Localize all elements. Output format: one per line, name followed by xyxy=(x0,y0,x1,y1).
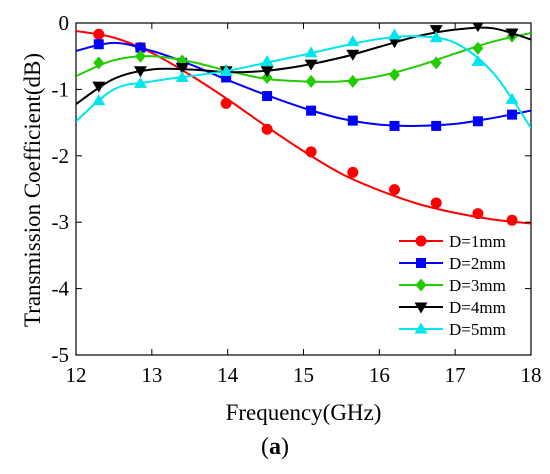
series-3-point xyxy=(389,68,400,82)
series-2-point xyxy=(431,120,442,131)
series-2-point xyxy=(306,105,317,116)
series-4-point xyxy=(175,62,189,74)
series-5-point xyxy=(260,55,274,67)
series-1-point xyxy=(430,197,442,209)
series-3-line xyxy=(76,31,531,83)
series-1-point xyxy=(220,97,232,109)
x-tick-label: 18 xyxy=(521,363,542,387)
series-5-point xyxy=(346,35,360,47)
series-1 xyxy=(76,28,531,226)
series-2-point xyxy=(389,120,400,131)
series-4-point xyxy=(505,28,519,40)
x-tick-label: 15 xyxy=(293,363,314,387)
y-tick-label: -1 xyxy=(52,77,70,101)
series-4-point xyxy=(472,23,484,33)
series-2-point xyxy=(347,115,358,126)
series-3-point xyxy=(93,56,105,70)
legend-label: D=3mm xyxy=(449,276,506,295)
series-3 xyxy=(76,29,531,88)
series-1-point xyxy=(347,166,359,178)
series-1-point xyxy=(506,214,518,226)
series-4-point xyxy=(429,25,443,37)
series-5-line xyxy=(76,35,531,129)
x-tick-label: 14 xyxy=(217,363,239,387)
series-4-point xyxy=(346,49,360,61)
series-5 xyxy=(76,28,531,129)
series-2-line xyxy=(76,41,531,127)
y-tick-label: 0 xyxy=(59,11,70,35)
x-axis-label: Frequency(GHz) xyxy=(226,400,382,425)
series-2-point xyxy=(135,42,146,53)
legend-swatch-marker xyxy=(414,302,428,314)
series-2-point xyxy=(262,91,273,102)
legend: D=1mm D=2mm D=3mm D=4mm D=5mm xyxy=(399,232,506,339)
series-2-point xyxy=(221,72,232,83)
legend-swatch-marker xyxy=(415,235,427,247)
series-4 xyxy=(76,23,531,105)
y-tick-label: -2 xyxy=(52,144,70,168)
x-tick-label: 16 xyxy=(369,363,390,387)
series-4-point xyxy=(133,66,147,78)
series-layer xyxy=(76,23,531,226)
series-5-point xyxy=(175,70,189,82)
legend-swatch-marker xyxy=(414,322,428,334)
legend-swatch-marker xyxy=(416,258,426,268)
series-2-point xyxy=(472,116,483,127)
series-4-line xyxy=(76,26,531,105)
y-tick-label: -3 xyxy=(52,210,70,234)
series-3-point xyxy=(134,49,146,63)
figure-caption: (a) xyxy=(0,434,550,461)
legend-swatch-marker xyxy=(415,278,427,292)
series-1-point xyxy=(93,28,105,40)
caption-label: a xyxy=(269,434,281,460)
y-tick-label: -5 xyxy=(52,343,70,367)
series-4-point xyxy=(304,59,318,71)
series-4-point xyxy=(388,37,401,49)
caption-close: ) xyxy=(281,434,289,460)
series-2-point xyxy=(93,39,104,50)
series-5-point xyxy=(92,94,106,106)
series-5-point xyxy=(505,92,519,104)
x-tick-label: 12 xyxy=(66,363,87,387)
y-axis-label: Transmission Coefficient(dB) xyxy=(20,53,45,327)
series-5-point xyxy=(388,28,401,40)
series-5-point xyxy=(133,76,147,88)
series-1-point xyxy=(261,123,273,135)
series-3-point xyxy=(472,41,484,55)
series-5-point xyxy=(429,31,443,43)
y-tick-label: -4 xyxy=(52,277,70,301)
series-1-point xyxy=(389,184,400,196)
series-4-point xyxy=(260,66,274,78)
series-1-point xyxy=(305,146,317,158)
series-2-point xyxy=(507,109,518,120)
legend-label: D=5mm xyxy=(449,320,506,339)
series-5-point xyxy=(304,46,318,58)
series-3-point xyxy=(305,74,317,88)
x-tick-label: 13 xyxy=(141,363,162,387)
x-tick-label: 17 xyxy=(445,363,466,387)
caption-open: ( xyxy=(261,434,269,460)
series-1-line xyxy=(76,29,531,225)
series-4-point xyxy=(92,81,106,93)
legend-label: D=4mm xyxy=(449,298,506,317)
series-5-point xyxy=(471,55,485,67)
legend-label: D=2mm xyxy=(449,254,506,273)
legend-label: D=1mm xyxy=(449,232,506,251)
series-3-point xyxy=(430,56,442,70)
series-3-point xyxy=(347,74,359,88)
series-1-point xyxy=(472,208,484,220)
series-5-point xyxy=(219,64,233,76)
series-3-point xyxy=(261,70,273,84)
ticks-layer: 12 13 14 15 16 17 18 0 -1 -2 -3 -4 -5 xyxy=(52,11,542,387)
